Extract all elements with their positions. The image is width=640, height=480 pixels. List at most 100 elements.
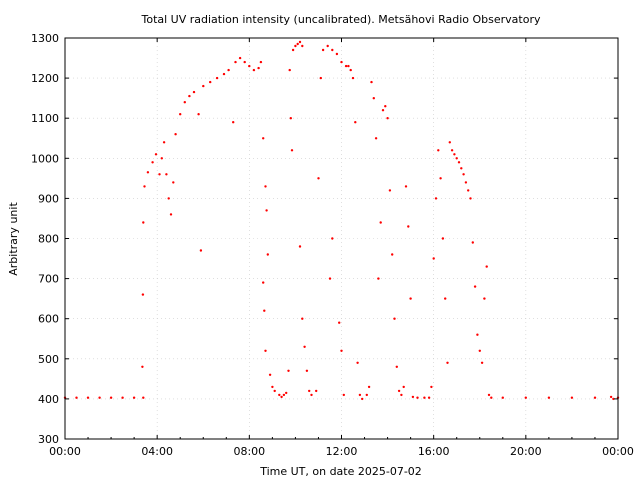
- data-point: [473, 285, 477, 288]
- data-point: [480, 361, 484, 364]
- data-point: [471, 241, 474, 244]
- data-point: [453, 153, 456, 156]
- data-point: [427, 396, 431, 399]
- x-tick-label: 20:00: [510, 445, 542, 458]
- x-tick-label: 00:00: [49, 445, 81, 458]
- x-axis-label: Time UT, on date 2025-07-02: [259, 465, 422, 478]
- data-point: [612, 397, 615, 401]
- data-point: [262, 137, 265, 140]
- data-point: [290, 149, 294, 152]
- data-point: [209, 80, 212, 84]
- data-point: [450, 149, 454, 152]
- data-point: [476, 333, 479, 336]
- data-point: [593, 396, 597, 399]
- data-point: [199, 249, 203, 252]
- data-point: [262, 281, 265, 284]
- y-tick-label: 500: [38, 353, 59, 366]
- data-point: [265, 209, 268, 212]
- data-point: [98, 396, 101, 399]
- data-point: [263, 309, 266, 312]
- data-point: [444, 297, 447, 300]
- data-point: [483, 297, 486, 300]
- data-point: [238, 56, 242, 60]
- data-point: [446, 361, 449, 364]
- data-point: [167, 197, 170, 200]
- grid-lines: [65, 38, 618, 439]
- data-point: [317, 177, 320, 180]
- data-point: [467, 189, 470, 192]
- data-point: [232, 121, 235, 124]
- data-point: [485, 265, 488, 268]
- data-point: [288, 68, 291, 72]
- y-tick-label: 1100: [31, 112, 59, 125]
- data-point: [335, 52, 339, 56]
- data-point: [372, 97, 375, 100]
- data-point: [347, 64, 350, 68]
- data-point: [367, 385, 371, 389]
- data-point: [331, 237, 334, 240]
- y-tick-label: 1000: [31, 152, 59, 165]
- data-point: [197, 113, 200, 116]
- data-point: [301, 44, 304, 48]
- data-point: [388, 189, 392, 192]
- y-tick-label: 600: [38, 313, 59, 326]
- data-point: [501, 396, 504, 399]
- chart-title: Total UV radiation intensity (uncalibrat…: [141, 13, 541, 26]
- data-point: [395, 365, 398, 368]
- y-tick-label: 1300: [31, 32, 59, 45]
- data-point: [183, 101, 186, 104]
- data-point: [291, 48, 295, 52]
- data-point: [298, 245, 302, 248]
- data-point: [141, 365, 144, 368]
- data-point: [354, 121, 357, 124]
- data-point: [455, 157, 458, 160]
- data-point: [243, 60, 246, 64]
- data-point: [264, 185, 267, 188]
- data-point: [319, 76, 322, 80]
- data-point: [142, 396, 145, 399]
- data-point: [188, 94, 191, 98]
- y-tick-label: 400: [38, 393, 59, 406]
- data-point: [215, 76, 219, 80]
- data-point: [340, 60, 343, 64]
- data-point: [305, 369, 309, 372]
- data-point: [448, 141, 451, 144]
- data-point: [407, 225, 410, 228]
- data-point: [457, 161, 461, 164]
- data-point: [524, 396, 527, 399]
- data-point: [264, 349, 267, 352]
- data-point: [165, 173, 168, 176]
- data-point: [257, 66, 260, 70]
- data-point: [365, 393, 368, 397]
- data-point: [356, 361, 359, 364]
- data-point: [287, 369, 290, 372]
- data-point: [202, 84, 205, 88]
- data-point: [172, 181, 175, 184]
- data-point: [234, 60, 237, 64]
- data-point: [432, 257, 435, 260]
- x-tick-label: 12:00: [326, 445, 358, 458]
- data-point: [469, 197, 472, 200]
- data-point: [460, 167, 463, 170]
- data-point: [404, 185, 408, 188]
- data-point: [121, 396, 124, 399]
- data-point: [315, 389, 318, 393]
- data-point: [441, 237, 445, 240]
- data-point: [268, 373, 272, 376]
- x-tick-label: 00:00: [602, 445, 634, 458]
- data-point: [273, 389, 276, 393]
- data-point: [328, 277, 332, 280]
- data-point: [409, 297, 412, 300]
- data-point: [349, 68, 352, 72]
- data-point: [132, 396, 136, 399]
- data-point: [222, 72, 226, 76]
- data-point: [146, 171, 150, 174]
- data-point: [252, 68, 256, 72]
- data-point: [379, 221, 382, 224]
- data-point: [384, 105, 387, 108]
- data-point: [391, 253, 394, 256]
- data-point: [266, 253, 269, 256]
- data-point: [338, 321, 341, 324]
- data-point: [340, 349, 343, 352]
